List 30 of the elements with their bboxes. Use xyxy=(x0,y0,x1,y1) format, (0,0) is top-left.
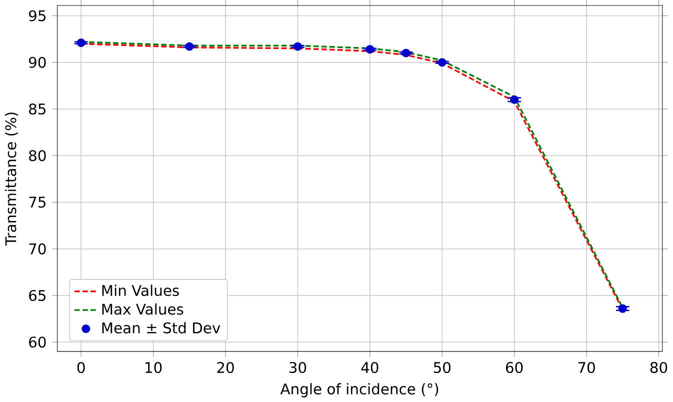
y-tick-label: 95 xyxy=(28,10,46,22)
x-tick-label: 30 xyxy=(289,362,306,373)
legend-label: Mean ± Std Dev xyxy=(102,322,220,334)
x-tick-label: 70 xyxy=(578,362,595,373)
x-axis-title: Angle of incidence (°) xyxy=(280,383,438,398)
point xyxy=(366,44,374,54)
y-tick-label: 85 xyxy=(29,103,46,114)
x-tick-label: 60 xyxy=(506,362,523,373)
y-tick-label: 80 xyxy=(29,150,46,162)
legend-label: Min Values xyxy=(102,284,179,296)
x-tick-label: 10 xyxy=(146,362,162,373)
x-tick-label: 40 xyxy=(361,362,378,373)
point xyxy=(438,58,446,67)
x-tick-label: 50 xyxy=(434,362,450,373)
point xyxy=(618,304,627,313)
y-tick-label: 65 xyxy=(29,290,46,301)
point xyxy=(510,95,519,104)
x-tick-label: 80 xyxy=(650,362,668,373)
y-tick-label: 90 xyxy=(28,56,46,68)
point xyxy=(293,42,302,51)
y-tick-label: 75 xyxy=(29,196,46,208)
x-tick-label: 0 xyxy=(77,362,85,373)
point xyxy=(76,38,86,47)
y-tick-label: 60 xyxy=(29,336,46,348)
point xyxy=(402,48,410,58)
legend-label: Max Values xyxy=(102,303,184,315)
point xyxy=(185,42,194,51)
y-tick-label: 70 xyxy=(29,243,46,254)
x-tick-label: 20 xyxy=(217,362,234,373)
y-axis-title: Transmittance (%) xyxy=(4,112,18,246)
